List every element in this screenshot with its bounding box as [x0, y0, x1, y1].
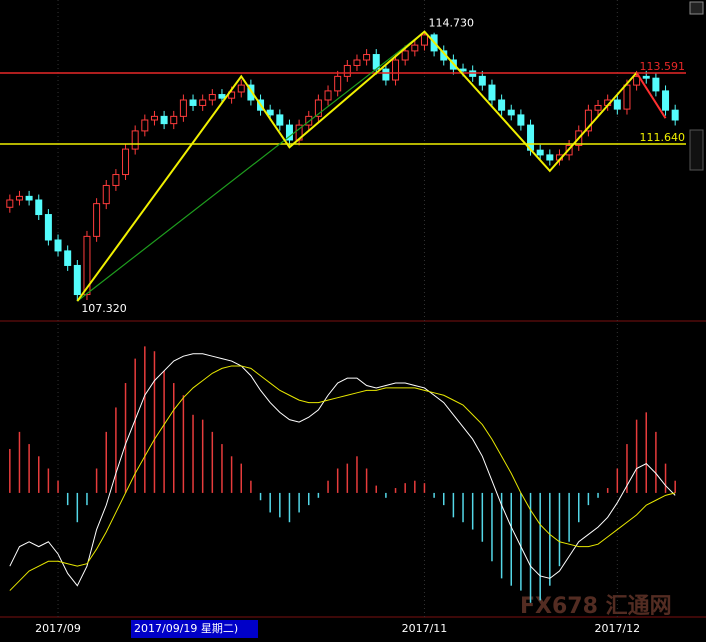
- candle-body: [276, 114, 284, 126]
- candle-body: [642, 75, 650, 79]
- candle-body: [633, 75, 641, 86]
- candle-body: [671, 109, 679, 121]
- macd-dif-line: [9, 353, 676, 587]
- candle-body: [54, 239, 62, 252]
- candle-body: [131, 130, 139, 150]
- candle-body: [507, 109, 515, 116]
- candle-body: [353, 59, 361, 66]
- candle-body: [179, 99, 187, 117]
- candle-body: [218, 94, 226, 99]
- watermark: FX678 汇通网: [520, 594, 672, 619]
- candle-body: [25, 195, 33, 201]
- candle-body: [199, 99, 207, 106]
- candle-body: [392, 59, 400, 81]
- side-scroll[interactable]: [689, 129, 704, 171]
- candle-body: [170, 115, 178, 125]
- candle-body: [237, 84, 245, 93]
- date-highlight: [131, 620, 258, 638]
- candle-body: [35, 199, 43, 216]
- candle-body: [247, 84, 255, 101]
- candle-body: [93, 203, 101, 237]
- trend-line: [76, 31, 425, 302]
- candle-body: [401, 50, 409, 61]
- candle-body: [594, 104, 602, 111]
- candle-body: [411, 44, 419, 52]
- window-button[interactable]: [689, 1, 704, 15]
- candle-body: [314, 99, 322, 117]
- x-tick-label: 2017/11: [402, 622, 448, 635]
- candle-body: [420, 34, 428, 46]
- candle-body: [112, 174, 120, 186]
- candle-body: [334, 75, 342, 92]
- candle-body: [266, 109, 274, 116]
- candle-body: [64, 250, 72, 266]
- candle-body: [536, 149, 544, 156]
- extreme-label: 114.730: [428, 17, 474, 30]
- candle-body: [102, 184, 110, 205]
- status-date: 2017/09/19 星期二): [134, 622, 238, 635]
- candle-body: [44, 214, 52, 241]
- candle-body: [584, 109, 592, 132]
- x-tick-label: 2017/09: [35, 622, 81, 635]
- zigzag-line: [76, 30, 638, 302]
- candle-body: [189, 99, 197, 106]
- candle-body: [15, 195, 23, 201]
- zigzag-tail: [635, 72, 667, 119]
- candle-body: [324, 90, 332, 101]
- candle-body: [83, 235, 91, 296]
- candle-body: [498, 99, 506, 111]
- candle-body: [122, 148, 130, 176]
- candle-body: [6, 199, 14, 208]
- candle-body: [343, 64, 351, 77]
- candle-body: [208, 94, 216, 101]
- level-label: 113.591: [640, 60, 686, 73]
- candle-body: [459, 68, 467, 72]
- x-tick-label: 2017/12: [594, 622, 640, 635]
- candle-body: [478, 75, 486, 86]
- candle-body: [623, 84, 631, 110]
- candle-body: [160, 115, 168, 125]
- candle-body: [488, 84, 496, 101]
- candle-body: [363, 54, 371, 61]
- candle-body: [662, 90, 670, 111]
- candle-body: [150, 115, 158, 121]
- candle-body: [73, 264, 81, 296]
- candle-body: [382, 68, 390, 81]
- candle-body: [517, 114, 525, 126]
- candle-body: [285, 124, 293, 141]
- extreme-label: 107.320: [81, 302, 127, 315]
- candle-body: [141, 119, 149, 132]
- macd-dea-line: [9, 365, 676, 591]
- candle-body: [546, 154, 554, 161]
- candle-body: [613, 99, 621, 110]
- candle-body: [652, 77, 660, 92]
- level-label: 111.640: [640, 131, 686, 144]
